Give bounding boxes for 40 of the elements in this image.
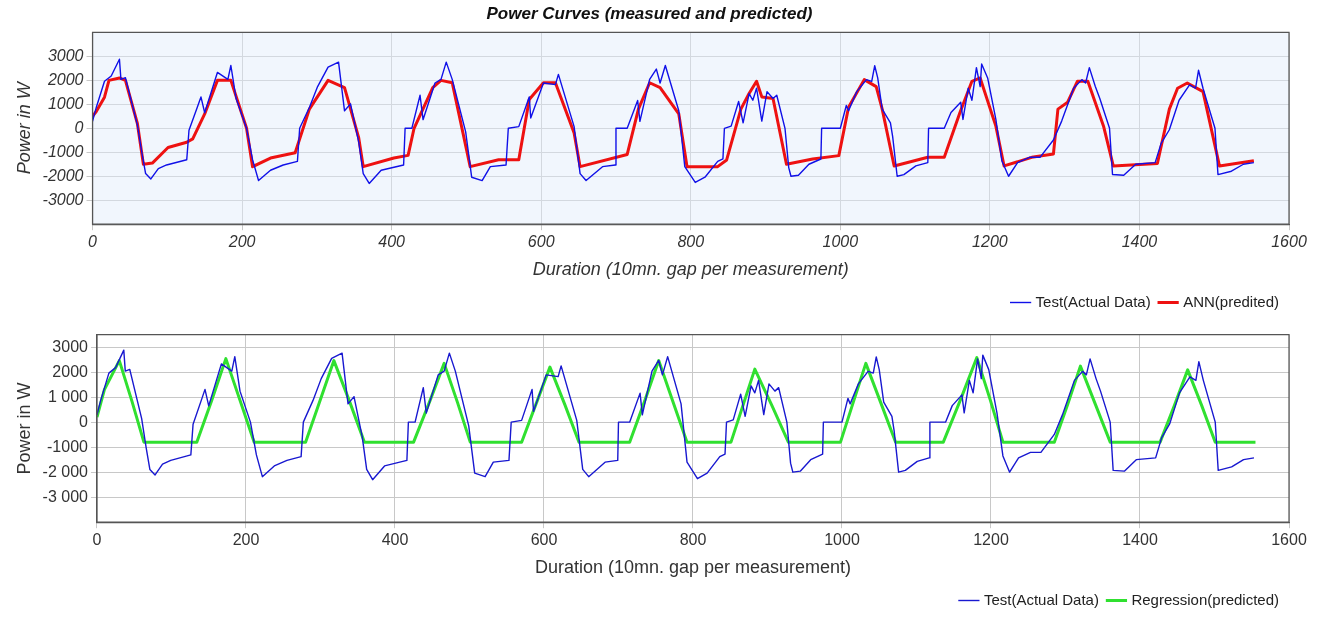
y-tick-label: -2 000 <box>42 462 89 480</box>
x-tick-label: 1600 <box>1271 531 1307 549</box>
legend-label: Test(Actual Data) <box>983 590 1099 608</box>
y-tick-label: 2000 <box>52 362 89 380</box>
legend-label: Regression(predicted) <box>1131 590 1280 608</box>
x-tick-label: 1200 <box>973 531 1009 549</box>
legend-label: ANN(predited) <box>1183 292 1280 310</box>
y-tick-label: 2000 <box>46 70 84 88</box>
x-tick-label: 800 <box>677 233 705 251</box>
y-tick-label: 0 <box>74 118 84 136</box>
y-tick-label: 1000 <box>47 94 84 112</box>
y-tick-label: 3000 <box>52 337 89 355</box>
y-axis-title: Power in W <box>13 382 34 475</box>
x-tick-label: 200 <box>227 233 256 251</box>
x-tick-label: 200 <box>232 531 260 549</box>
y-tick-label: 3000 <box>47 46 84 64</box>
y-tick-label: -1000 <box>42 142 84 160</box>
chart-title: Power Curves (measured and predicted) <box>486 3 813 23</box>
x-tick-label: 1000 <box>822 233 859 251</box>
y-tick-label: -1000 <box>47 437 89 455</box>
x-tick-label: 1200 <box>972 233 1008 251</box>
y-tick-label: -3000 <box>42 190 84 208</box>
y-tick-label: 0 <box>79 412 89 430</box>
x-axis-title: Duration (10mn. gap per measurement) <box>532 259 849 280</box>
y-axis-title: Power in W <box>13 80 34 175</box>
x-tick-label: 600 <box>527 233 555 251</box>
y-tick-label: -2000 <box>42 166 84 184</box>
x-tick-label: 1400 <box>1122 531 1158 549</box>
x-tick-label: 400 <box>381 531 409 549</box>
x-tick-label: 400 <box>378 233 406 251</box>
x-tick-label: 600 <box>530 531 558 549</box>
x-tick-label: 800 <box>679 531 707 549</box>
x-tick-label: 1000 <box>824 531 860 549</box>
y-tick-label: -3 000 <box>42 487 89 505</box>
y-tick-label: 1 000 <box>47 387 89 405</box>
x-axis-title: Duration (10mn. gap per measurement) <box>534 557 852 578</box>
x-tick-label: 1400 <box>1121 233 1158 251</box>
x-tick-label: 0 <box>92 531 102 549</box>
x-tick-label: 1600 <box>1271 233 1307 251</box>
legend-label: Test(Actual Data) <box>1035 292 1151 310</box>
